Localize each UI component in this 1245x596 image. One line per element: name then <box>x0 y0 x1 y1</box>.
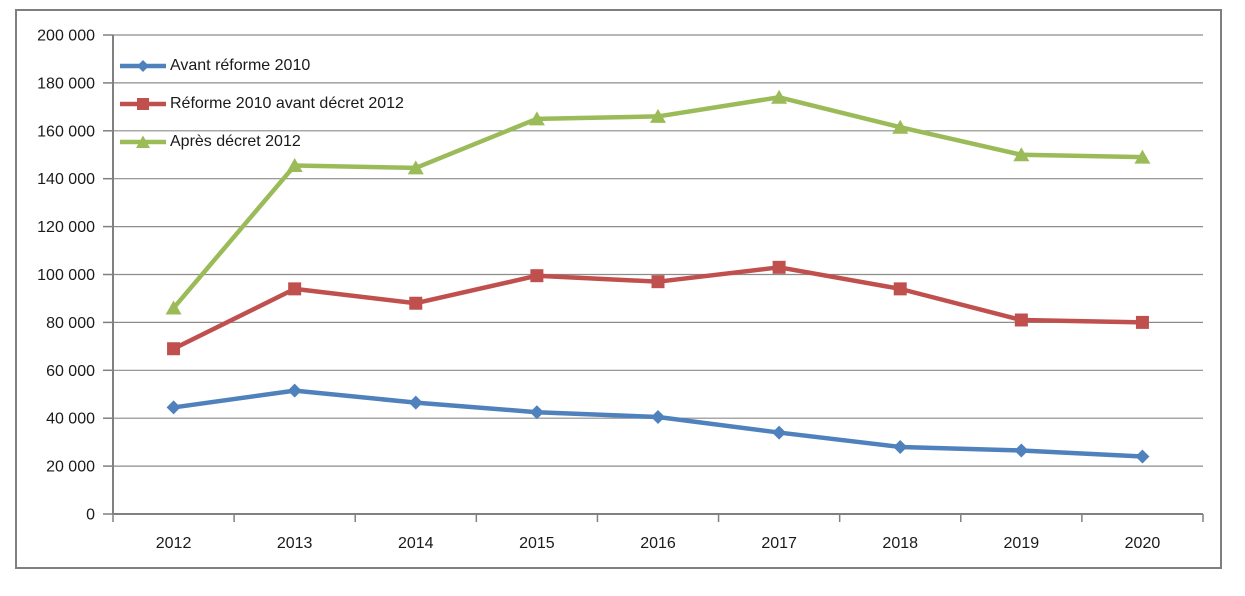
chart-legend: Avant réforme 2010 Réforme 2010 avant dé… <box>118 47 404 161</box>
legend-label: Après décret 2012 <box>170 133 301 150</box>
data-point-triangle <box>407 160 424 175</box>
data-point-triangle <box>528 111 545 126</box>
data-point-square <box>1135 315 1149 329</box>
data-point-diamond <box>529 405 544 420</box>
legend-label: Réforme 2010 avant décret 2012 <box>170 95 404 112</box>
y-tick-label: 120 000 <box>37 219 95 236</box>
y-tick-label: 20 000 <box>46 459 95 476</box>
data-point-square <box>530 269 544 283</box>
legend-item-avant-reforme-2010: Avant réforme 2010 <box>118 47 404 85</box>
data-point-diamond <box>166 400 181 415</box>
y-tick-label: 200 000 <box>37 28 95 45</box>
data-point-diamond <box>651 410 665 425</box>
x-tick-label: 2020 <box>1125 535 1161 552</box>
legend-marker-triangle-icon <box>120 135 166 148</box>
x-tick-label: 2016 <box>640 535 676 552</box>
chart-border <box>15 9 1222 569</box>
legend-marker-square-icon <box>120 98 166 110</box>
legend-marker-shape <box>137 60 149 72</box>
x-tick-label: 2015 <box>519 535 555 552</box>
data-point-diamond <box>893 439 908 454</box>
y-tick-label: 160 000 <box>37 123 95 140</box>
x-tick-label: 2017 <box>761 535 797 552</box>
y-tick-label: 180 000 <box>37 75 95 92</box>
data-point-square <box>167 342 181 356</box>
legend-item-apres-decret-2012: Après décret 2012 <box>118 123 404 161</box>
data-point-triangle <box>1134 149 1151 164</box>
legend-label: Avant réforme 2010 <box>170 57 311 74</box>
data-point-square <box>288 282 302 296</box>
data-point-square <box>1014 313 1028 327</box>
y-tick-label: 80 000 <box>46 315 95 332</box>
data-point-square <box>893 282 907 296</box>
data-point-square <box>409 296 423 310</box>
y-tick-label: 60 000 <box>46 363 95 380</box>
legend-marker-shape <box>137 98 149 110</box>
data-point-diamond <box>1014 443 1029 458</box>
data-point-triangle <box>165 300 182 315</box>
data-point-diamond <box>287 383 302 398</box>
x-tick-label: 2018 <box>882 535 918 552</box>
x-tick-label: 2012 <box>156 535 192 552</box>
data-point-diamond <box>772 425 787 440</box>
data-point-triangle <box>892 119 909 134</box>
data-point-triangle <box>286 158 303 173</box>
y-tick-label: 100 000 <box>37 267 95 284</box>
x-tick-label: 2019 <box>1004 535 1040 552</box>
data-point-triangle <box>1013 147 1030 162</box>
data-point-diamond <box>1135 449 1150 464</box>
y-tick-label: 0 <box>86 507 95 524</box>
x-tick-label: 2013 <box>277 535 313 552</box>
legend-marker-diamond-icon <box>120 60 166 72</box>
y-tick-label: 40 000 <box>46 411 95 428</box>
data-point-diamond <box>408 395 423 410</box>
data-point-square <box>772 260 786 274</box>
data-point-square <box>651 275 665 289</box>
data-point-triangle <box>650 108 666 123</box>
legend-item-reforme-2010-avant-decret-2012: Réforme 2010 avant décret 2012 <box>118 85 404 123</box>
legend-marker-shape <box>136 135 150 148</box>
y-tick-label: 140 000 <box>37 171 95 188</box>
data-point-triangle <box>771 89 788 104</box>
x-tick-label: 2014 <box>398 535 434 552</box>
